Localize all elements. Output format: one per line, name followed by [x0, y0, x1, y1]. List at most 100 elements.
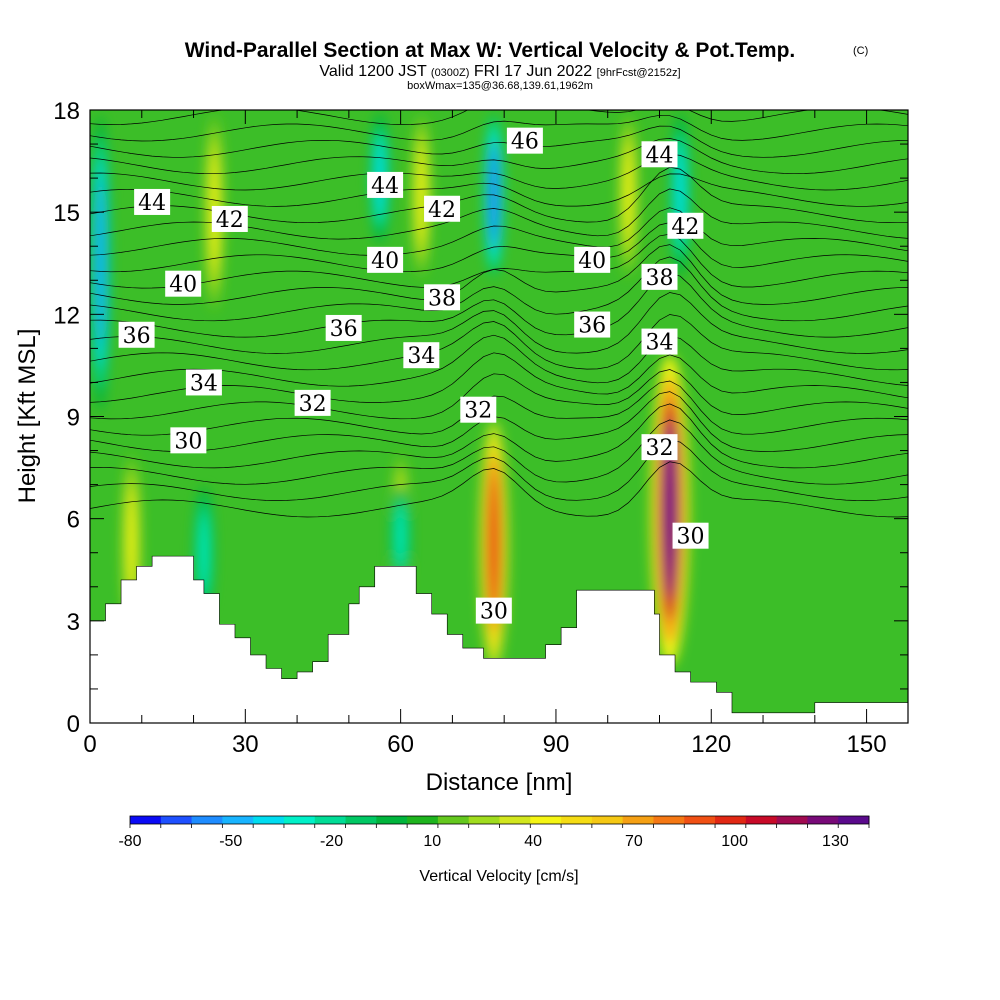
isentrope-label: 34: [185, 369, 222, 396]
colorbar-swatch: [807, 816, 839, 824]
x-tick-label: 90: [543, 731, 570, 758]
isentrope-line: [90, 207, 908, 256]
isentrope-labels: 44 42 40 36 34 30 32 36 44 40 42 38 34 32 46 30 40 36 44 42…: [118, 127, 709, 625]
isentrope-label-box: [506, 127, 543, 154]
isentrope-line: [90, 461, 908, 518]
isentrope-label-text: 30: [480, 600, 508, 625]
isentrope-line: [90, 244, 908, 305]
isentrope-line: [90, 138, 908, 175]
colorbar-frame: [129, 815, 870, 825]
updraft-core-5-shade: [418, 148, 425, 242]
isentrope-label-box: [574, 246, 611, 273]
colorbar: [129, 815, 870, 828]
y-tick-label: 3: [67, 609, 80, 636]
colorbar-tick-label: 40: [524, 833, 542, 850]
isentrope-label-box: [294, 389, 331, 416]
isentrope-line: [90, 272, 908, 338]
isentrope-line: [90, 256, 908, 322]
isentrope-label-text: 36: [330, 317, 358, 342]
x-tick-label: 30: [232, 731, 259, 758]
isentrope-line: [90, 233, 908, 289]
isentrope-label-text: 40: [169, 273, 197, 298]
x-tick-label: 60: [387, 731, 414, 758]
colorbar-tick-label: -80: [118, 833, 141, 850]
colorbar-swatch: [622, 816, 654, 824]
y-tick-label: 18: [53, 98, 80, 125]
colorbar-swatch: [160, 816, 193, 824]
isentrope-label-box: [641, 434, 678, 461]
isentrope-label-box: [185, 369, 222, 396]
isentrope-label-text: 40: [578, 249, 606, 274]
y-tick-labels: 0 3 6 9 12 15 18: [53, 98, 80, 738]
colorbar-swatch: [253, 816, 285, 824]
isentrope-label: 46: [506, 127, 543, 155]
isentrope-line: [90, 403, 908, 469]
copyright-mark: (C): [853, 45, 868, 57]
isentrope-label: 42: [667, 212, 704, 240]
isentrope-label-text: 38: [645, 266, 673, 291]
isentrope-label: 42: [211, 205, 248, 233]
isentrope-label-text: 34: [190, 371, 218, 396]
colorbar-swatch: [838, 816, 870, 824]
box-wmax-info: boxWmax=135@36.68,139.61,1962m: [407, 80, 593, 92]
isentrope-line: [90, 114, 908, 142]
colorbar-tick-label: 130: [822, 833, 849, 850]
colorbar-tick-label: 100: [721, 833, 748, 850]
x-tick-label: 150: [847, 731, 887, 758]
isentrope-label-text: 30: [174, 429, 202, 454]
terrain: [90, 555, 908, 723]
colorbar-swatch: [776, 816, 808, 824]
colorbar-swatch: [191, 816, 223, 824]
isentrope-label: 36: [574, 311, 611, 339]
isentrope-label: 44: [134, 188, 171, 216]
isentrope-line: [90, 369, 908, 420]
y-tick-label: 6: [67, 507, 80, 534]
isentrope-label-text: 36: [123, 324, 151, 349]
colorbar-tick-labels: -80 -50 -20 10 40 70 100 130: [118, 833, 848, 850]
isentrope-label: 34: [403, 342, 440, 369]
colorbar-swatch: [222, 816, 254, 824]
isentrope-label-text: 42: [216, 208, 244, 233]
isentrope-label-box: [403, 342, 440, 369]
isentrope-label: 44: [641, 141, 678, 168]
isentrope-label: 40: [165, 270, 202, 298]
colorbar-swatch: [376, 816, 408, 824]
y-tick-label: 0: [67, 711, 80, 738]
isentrope-line: [90, 314, 908, 371]
downdraft-core-7-shade: [97, 178, 104, 348]
isentrope-label-box: [118, 321, 155, 348]
isentrope-label-box: [367, 246, 404, 273]
isentrope-label: 42: [424, 195, 461, 223]
isentrope-label-box: [325, 314, 362, 341]
isentrope-label-box: [641, 263, 678, 290]
colorbar-swatch: [407, 816, 439, 824]
colorbar-swatch: [314, 816, 347, 824]
isentrope-line: [90, 153, 908, 191]
plot-area: 44 42 40 36 34 30 32 36 44 40 42 38 34 32 46 30 40 36 44 42…: [90, 110, 908, 723]
axis-ticks: [89, 109, 908, 724]
isentrope-label-box: [367, 171, 404, 198]
isentrope-label-text: 44: [138, 191, 166, 216]
colorbar-swatch: [561, 816, 593, 824]
colorbar-swatch: [130, 816, 162, 824]
isentrope-line: [90, 173, 908, 207]
y-tick-label: 9: [67, 405, 80, 432]
x-tick-label: 120: [691, 731, 731, 758]
isentrope-label: 40: [574, 246, 611, 274]
isentrope-label: 30: [672, 522, 709, 550]
isentrope-line: [90, 419, 908, 485]
isentrope-line: [90, 292, 908, 354]
isentrope-label-box: [134, 188, 171, 215]
isentrope-line: [90, 334, 908, 387]
x-tick-labels: 0 30 60 90 120 150: [83, 731, 886, 758]
colorbar-tick-label: -20: [320, 833, 343, 850]
colorbar-tick-label: -50: [219, 833, 242, 850]
isentrope-label-text: 38: [428, 286, 456, 311]
isentrope-label-text: 44: [645, 143, 673, 168]
colorbar-swatch: [437, 816, 470, 824]
isentrope-label-text: 42: [428, 198, 456, 223]
isentrope-label: 44: [367, 171, 404, 199]
isentrope-label: 38: [424, 284, 461, 311]
colorbar-tick-label: 10: [423, 833, 441, 850]
